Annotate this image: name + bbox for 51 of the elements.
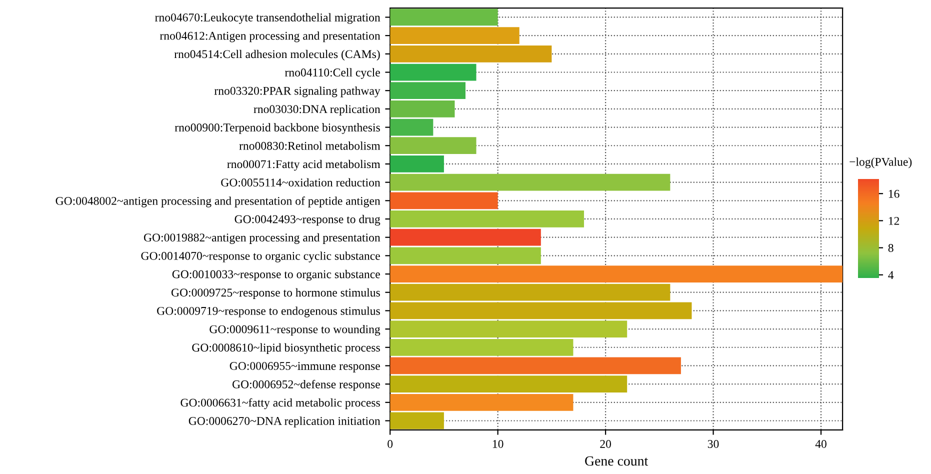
bar — [390, 412, 444, 430]
y-tick-label: GO:0019882~antigen processing and presentation — [144, 233, 380, 244]
bar — [390, 247, 541, 264]
y-tick-label: rno00900:Terpenoid backbone biosynthesis — [174, 123, 380, 134]
y-tick-label: GO:0010033~response to organic substance — [172, 270, 380, 281]
bar — [390, 228, 541, 246]
bar — [390, 357, 681, 374]
x-tick-label: 40 — [815, 440, 826, 448]
y-tick-label: GO:0009611~response to wounding — [210, 324, 380, 336]
bar — [390, 118, 434, 136]
color-bar-label: 16 — [888, 190, 900, 198]
bar — [390, 137, 476, 154]
y-tick-label: rno00071:Fatty acid metabolism — [227, 160, 380, 171]
y-tick-label: GO:0006955~immune response — [230, 362, 380, 372]
y-tick-label: rno04110:Cell cycle — [284, 68, 380, 79]
bar — [390, 266, 843, 282]
bar — [390, 156, 444, 172]
bar — [390, 376, 628, 392]
x-tick-label: 20 — [600, 440, 611, 448]
y-tick-label: GO:0006270~DNA replication initiation — [188, 416, 380, 428]
bar — [390, 8, 498, 26]
y-tick-label: rno00830:Retinol metabolism — [239, 142, 380, 150]
y-tick-label: rno04670:Leukocyte transendothelial migration — [155, 13, 380, 24]
bar — [390, 100, 455, 118]
bar — [390, 192, 498, 210]
x-tick-label: 10 — [492, 440, 504, 448]
bar — [390, 210, 584, 228]
y-tick-label: GO:0008610~lipid biosynthetic process — [192, 343, 380, 354]
bar — [390, 64, 476, 81]
y-tick-label: GO:0006952~defense response — [232, 380, 380, 391]
color-bar-label: 8 — [888, 244, 894, 252]
y-tick-label: GO:0042493~response to drug — [234, 214, 380, 226]
x-axis-title: Gene count — [585, 456, 648, 466]
color-bar-label: 12 — [888, 216, 900, 225]
color-bar-label: 4 — [888, 271, 894, 279]
bar — [390, 394, 574, 411]
y-tick-label: rno04514:Cell adhesion molecules (CAMs) — [174, 50, 380, 61]
y-tick-label: rno03030:DNA replication — [254, 104, 380, 116]
bar — [390, 82, 466, 100]
x-tick-label: 30 — [708, 440, 719, 448]
y-tick-label: rno04612:Antigen processing and presentation — [160, 31, 380, 42]
y-tick-label: GO:0009725~response to hormone stimulus — [171, 288, 380, 299]
y-tick-label: GO:0006631~fatty acid metabolic process — [180, 398, 380, 410]
y-tick-label: GO:0055114~oxidation reduction — [221, 178, 380, 187]
x-tick-label: 0 — [388, 440, 393, 448]
bar — [390, 174, 670, 191]
y-tick-label: GO:0014070~response to organic cyclic substance — [141, 252, 380, 262]
y-tick-label: GO:0048002~antigen processing and presentation of peptide antigen — [56, 196, 380, 208]
y-tick-label: rno03320:PPAR signaling pathway — [214, 86, 380, 98]
color-bar-title: −log(PValue) — [850, 158, 912, 168]
y-tick-label: GO:0009719~response to endogenous stimulus — [157, 306, 380, 318]
